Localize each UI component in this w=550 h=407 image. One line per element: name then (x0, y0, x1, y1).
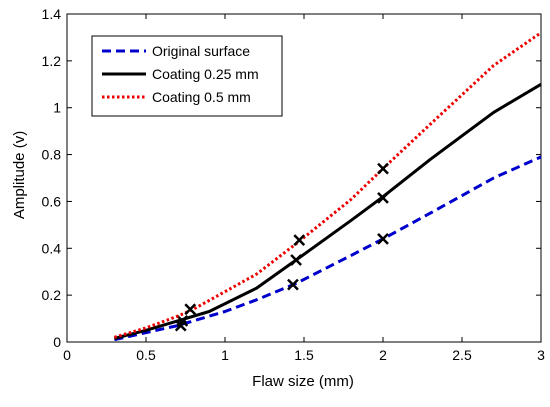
x-marker (287, 278, 299, 291)
x-marker (377, 233, 389, 245)
x-tick-label: 0.5 (136, 347, 156, 363)
legend-label: Coating 0.25 mm (152, 66, 259, 82)
legend-label: Original surface (152, 43, 250, 59)
legend-box (91, 35, 283, 117)
x-marker (377, 162, 389, 175)
x-marker (176, 315, 189, 327)
y-tick-label: 0.2 (42, 287, 62, 303)
x-tick-label: 2.5 (452, 347, 472, 363)
x-tick-label: 1.5 (294, 347, 314, 363)
y-tick-label: 0.6 (42, 193, 62, 209)
x-marker (184, 303, 197, 316)
y-tick-label: 0.4 (42, 240, 62, 256)
y-tick-label: 1.4 (42, 6, 62, 22)
y-tick-label: 0.8 (42, 147, 62, 163)
x-tick-label: 3 (537, 347, 545, 363)
y-tick-label: 0 (53, 334, 61, 350)
x-marker (290, 254, 302, 266)
y-tick-label: 1 (53, 100, 61, 116)
series-1 (114, 83, 542, 340)
x-marker (293, 234, 306, 246)
x-tick-label: 2 (379, 347, 387, 363)
x-axis-label: Flaw size (mm) (252, 373, 354, 390)
x-tick-label: 0 (63, 347, 71, 363)
x-marker (377, 192, 389, 204)
series-layer (113, 31, 542, 342)
legend-label: Coating 0.5 mm (152, 89, 251, 105)
x-tick-label: 1 (221, 347, 229, 363)
y-axis-label: Amplitude (v) (11, 131, 28, 219)
y-tick-label: 1.2 (42, 53, 62, 69)
series-2 (113, 31, 542, 339)
series-line (114, 155, 542, 342)
legend: Original surface Coating 0.25 mm Coating 0… (91, 35, 283, 117)
